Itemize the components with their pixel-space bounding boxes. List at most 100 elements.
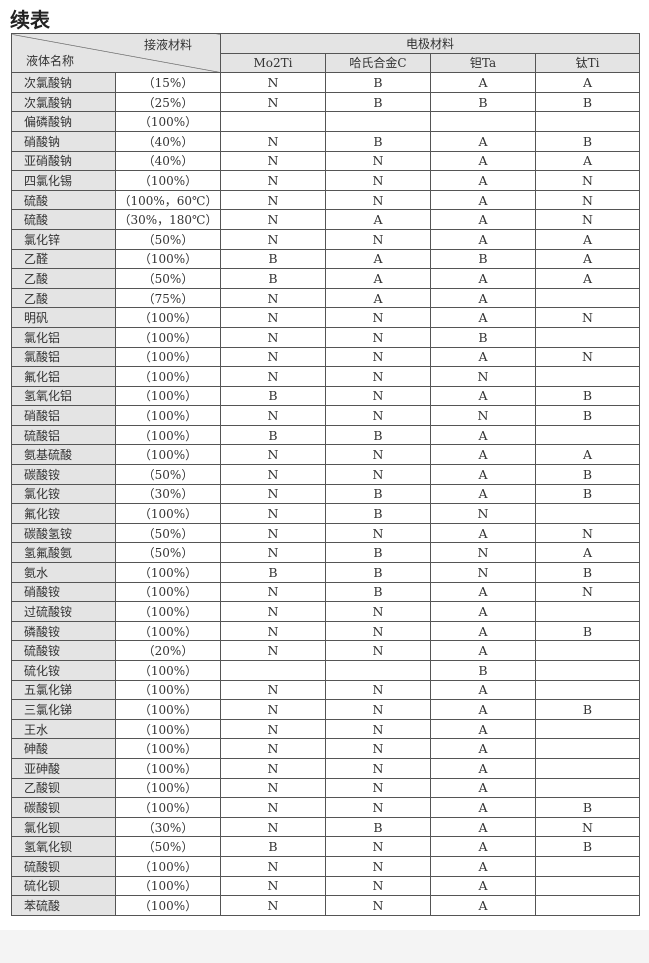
- mo2ti-rating: N: [220, 130, 326, 152]
- mo2ti-rating: N: [220, 679, 326, 701]
- table-row: 硫酸铵 （20%） N N A: [11, 640, 641, 661]
- concentration: （100%）: [115, 738, 221, 759]
- hastelloy-c-rating: N: [325, 875, 431, 897]
- column-header-hastelloy-c: 哈氏合金C: [325, 52, 431, 74]
- page-footer-area: [0, 930, 649, 963]
- titanium-rating: A: [534, 150, 641, 172]
- tantalum-rating: B: [430, 326, 536, 348]
- mo2ti-rating: B: [220, 424, 326, 446]
- table-row: 氟化铝 （100%） N N N: [11, 366, 641, 387]
- mo2ti-rating: N: [220, 718, 326, 740]
- hastelloy-c-rating: N: [325, 150, 431, 172]
- concentration: （100%）: [115, 620, 221, 642]
- table-row: 偏磷酸钠 （100%）: [11, 111, 641, 132]
- mo2ti-rating: N: [220, 797, 326, 818]
- mo2ti-rating: N: [220, 581, 326, 603]
- concentration: （100%）: [115, 346, 221, 368]
- tantalum-rating: A: [430, 718, 536, 740]
- hastelloy-c-rating: N: [325, 836, 431, 857]
- table-row: 硫化铵 （100%） B: [11, 660, 641, 681]
- tantalum-rating: B: [430, 91, 536, 113]
- titanium-rating: [534, 366, 641, 387]
- tantalum-rating: A: [430, 836, 536, 857]
- liquid-name: 乙酸: [11, 287, 116, 309]
- mo2ti-rating: N: [220, 816, 326, 838]
- hastelloy-c-rating: B: [325, 483, 431, 505]
- mo2ti-rating: N: [220, 444, 326, 466]
- liquid-name: 王水: [11, 718, 116, 740]
- hastelloy-c-rating: N: [325, 228, 431, 250]
- titanium-rating: [534, 660, 641, 681]
- table-row: 硫酸 （30%，180℃） N A A N: [11, 209, 641, 230]
- hastelloy-c-rating: N: [325, 366, 431, 387]
- tantalum-rating: A: [430, 268, 536, 289]
- concentration: （100%）: [115, 326, 221, 348]
- concentration: （75%）: [115, 287, 221, 309]
- tantalum-rating: A: [430, 875, 536, 897]
- liquid-name: 硫酸铝: [11, 424, 116, 446]
- concentration: （100%）: [115, 895, 221, 916]
- tantalum-rating: A: [430, 757, 536, 779]
- concentration: （20%）: [115, 640, 221, 661]
- liquid-name: 氨基硫酸: [11, 444, 116, 466]
- concentration: （100%）: [115, 111, 221, 132]
- tantalum-rating: N: [430, 503, 536, 524]
- tantalum-rating: A: [430, 444, 536, 466]
- concentration: （100%）: [115, 444, 221, 466]
- column-header-titanium: 钛Ti: [534, 52, 641, 74]
- mo2ti-rating: B: [220, 562, 326, 583]
- tantalum-rating: N: [430, 562, 536, 583]
- concentration: （100%）: [115, 385, 221, 407]
- mo2ti-rating: N: [220, 522, 326, 544]
- liquid-name: 砷酸: [11, 738, 116, 759]
- table-row: 碳酸钡 （100%） N N A B: [11, 797, 641, 818]
- table-row: 氢氧化铝 （100%） B N A B: [11, 385, 641, 407]
- hastelloy-c-rating: N: [325, 307, 431, 328]
- tantalum-rating: A: [430, 895, 536, 916]
- concentration: （40%）: [115, 150, 221, 172]
- liquid-name: 硫化铵: [11, 660, 116, 681]
- mo2ti-rating: N: [220, 189, 326, 211]
- tantalum-rating: A: [430, 150, 536, 172]
- liquid-name: 苯硫酸: [11, 895, 116, 916]
- liquid-name: 硝酸铝: [11, 405, 116, 426]
- mo2ti-rating: N: [220, 150, 326, 172]
- hastelloy-c-rating: N: [325, 640, 431, 661]
- concentration: （15%）: [115, 72, 221, 93]
- concentration: （100%）: [115, 562, 221, 583]
- mo2ti-rating: [220, 660, 326, 681]
- mo2ti-rating: N: [220, 307, 326, 328]
- concentration: （40%）: [115, 130, 221, 152]
- tantalum-rating: A: [430, 346, 536, 368]
- mo2ti-rating: N: [220, 72, 326, 93]
- liquid-name: 五氯化锑: [11, 679, 116, 701]
- compatibility-table: 接液材料 液体名称 电极材料 Mo2Ti 哈氏合金C 钽Ta 钛Ti 次氯酸钠（…: [11, 32, 641, 916]
- hastelloy-c-rating: B: [325, 562, 431, 583]
- titanium-rating: [534, 503, 641, 524]
- tantalum-rating: A: [430, 797, 536, 818]
- hastelloy-c-rating: N: [325, 679, 431, 701]
- table-row: 氢氧化钡 （50%） B N A B: [11, 836, 641, 857]
- mo2ti-rating: N: [220, 542, 326, 564]
- tantalum-rating: B: [430, 248, 536, 270]
- liquid-name: 氯酸铝: [11, 346, 116, 368]
- table-row: 次氯酸钠 （25%） N B B B: [11, 91, 641, 113]
- mo2ti-rating: N: [220, 601, 326, 622]
- liquid-name: 乙醛: [11, 248, 116, 270]
- concentration: （100%）: [115, 601, 221, 622]
- mo2ti-rating: N: [220, 326, 326, 348]
- liquid-name: 亚砷酸: [11, 757, 116, 779]
- mo2ti-rating: N: [220, 346, 326, 368]
- liquid-name: 四氯化锡: [11, 170, 116, 191]
- titanium-rating: [534, 640, 641, 661]
- mo2ti-rating: B: [220, 385, 326, 407]
- table-row: 亚砷酸 （100%） N N A: [11, 757, 641, 779]
- titanium-rating: A: [534, 444, 641, 466]
- mo2ti-rating: N: [220, 170, 326, 191]
- liquid-material-label: 接液材料: [143, 38, 192, 52]
- mo2ti-rating: N: [220, 777, 326, 799]
- column-header-mo2ti: Mo2Ti: [220, 52, 326, 74]
- concentration: （25%）: [115, 91, 221, 113]
- tantalum-rating: [430, 111, 536, 132]
- mo2ti-rating: N: [220, 503, 326, 524]
